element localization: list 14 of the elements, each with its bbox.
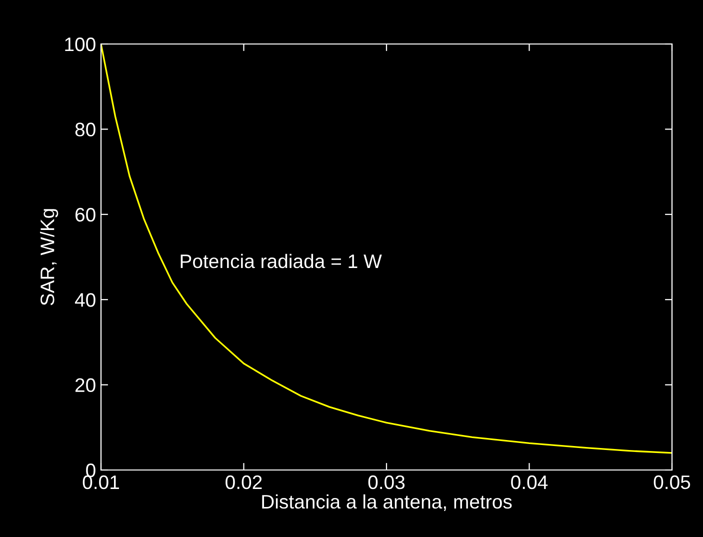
y-axis-title: SAR, W/Kg: [40, 209, 58, 306]
y-tick-label: 100: [65, 37, 96, 52]
x-tick-label: 0.01: [82, 475, 119, 490]
x-tick-label: 0.03: [368, 475, 405, 490]
y-tick-label: 80: [75, 122, 96, 136]
x-tick-label: 0.02: [226, 475, 262, 490]
y-tick-label: 60: [76, 208, 96, 222]
x-axis-title: Distancia a la antena, metros: [262, 494, 512, 511]
y-tick-label: 0: [86, 463, 96, 478]
x-tick-label: 0.04: [511, 475, 548, 490]
annotation: Potencia radiada = 1 W: [180, 254, 382, 268]
y-tick-label: 40: [74, 293, 96, 307]
x-tick-label: 0.05: [654, 475, 690, 490]
y-tick-label: 20: [75, 378, 96, 392]
